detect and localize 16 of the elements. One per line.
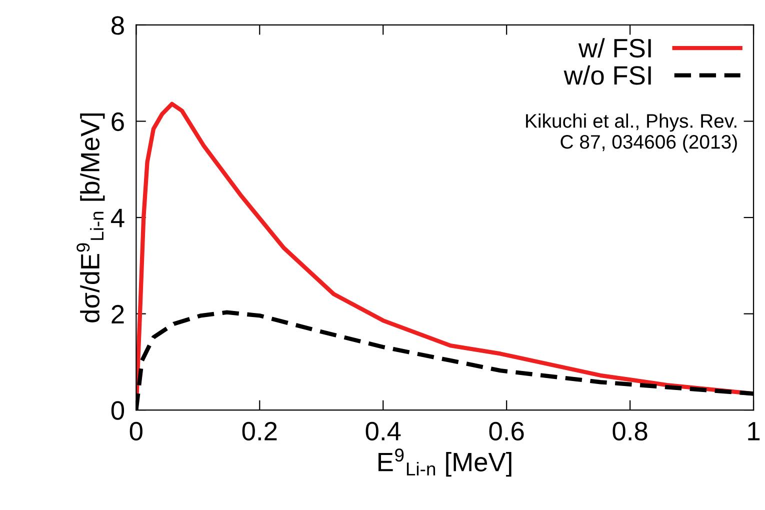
x-axis-title: E$^{9}$$_{Li‐n}$ [MeV] — [378, 448, 512, 477]
x-tick-label: 0.6 — [489, 422, 524, 441]
x-tick-label: 0.2 — [242, 422, 277, 441]
legend-label: w/ FSI — [578, 38, 651, 58]
x-tick-label: 0.8 — [612, 422, 648, 441]
x-tick-label: 1 — [748, 422, 760, 440]
y-tick-label: 0 — [111, 401, 124, 420]
y-tick-label: 4 — [110, 208, 124, 228]
legend-label: w/o FSI — [564, 65, 651, 85]
y-axis-title: dσ/dE$^{9}$$_{Li‐n}$ [b/MeV] — [76, 114, 105, 322]
x-tick-label: 0 — [130, 422, 142, 441]
x-tick-label: 0.4 — [366, 422, 401, 441]
y-tick-label: 2 — [112, 304, 124, 324]
y-tick-label: 8 — [112, 16, 124, 35]
y-tick-label: 6 — [112, 112, 124, 132]
annotation: Kikuchi et al., Phys. Rev. C 87, 034606 (2013) — [526, 114, 737, 153]
